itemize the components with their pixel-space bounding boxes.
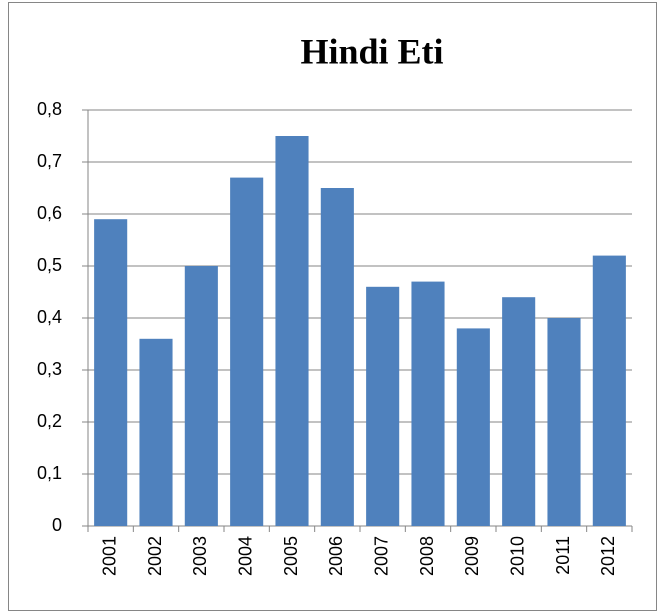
y-tick-label: 0,8 [37, 99, 62, 119]
bar [411, 281, 445, 526]
x-tick-label: 2002 [145, 536, 165, 576]
x-tick-label: 2007 [371, 536, 391, 576]
bar [275, 136, 309, 526]
x-tick-label: 2012 [598, 536, 618, 576]
x-tick-label: 2006 [326, 536, 346, 576]
bar [230, 177, 264, 526]
chart-title: Hindi Eti [300, 31, 443, 71]
x-tick-label: 2011 [553, 536, 573, 575]
y-tick-label: 0,3 [37, 359, 62, 379]
bar [592, 255, 626, 526]
x-tick-label: 2004 [235, 536, 255, 576]
bar [139, 338, 173, 526]
y-tick-label: 0,7 [37, 151, 62, 171]
bar [366, 286, 400, 526]
bar [184, 266, 218, 526]
x-tick-label: 2003 [190, 536, 210, 576]
bar [547, 318, 581, 526]
bar [456, 328, 490, 526]
x-tick-label: 2005 [281, 536, 301, 576]
y-tick-label: 0 [52, 515, 62, 535]
y-tick-label: 0,6 [37, 203, 62, 223]
x-tick-label: 2010 [507, 536, 527, 576]
x-tick-label: 2008 [417, 536, 437, 576]
y-tick-label: 0,4 [37, 307, 62, 327]
x-tick-label: 2001 [99, 536, 119, 576]
y-tick-label: 0,1 [37, 463, 62, 483]
y-tick-label: 0,5 [37, 255, 62, 275]
bar [502, 297, 536, 526]
x-tick-label: 2009 [462, 536, 482, 576]
y-tick-label: 0,2 [37, 411, 62, 431]
bar [94, 219, 128, 526]
bar [320, 188, 354, 526]
